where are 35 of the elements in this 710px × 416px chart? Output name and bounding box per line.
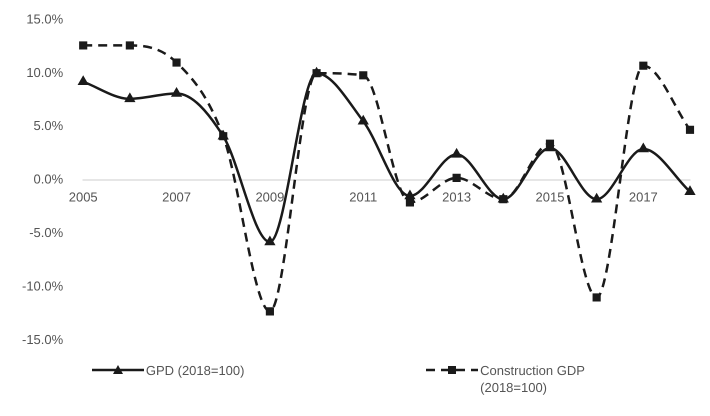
y-tick-label: 10.0%	[26, 64, 64, 80]
y-tick-label: -10.0%	[22, 278, 64, 294]
x-tick-label: 2013	[442, 189, 472, 204]
x-tick-label: 2009	[255, 189, 284, 204]
point	[126, 41, 134, 50]
point	[266, 307, 274, 316]
point	[592, 293, 601, 302]
point	[452, 174, 461, 182]
point	[639, 62, 648, 70]
legend-label: Construction GDP (2018=100)	[480, 362, 586, 396]
point	[79, 41, 88, 50]
x-tick-label: 2005	[68, 189, 98, 204]
point	[172, 58, 181, 67]
legend-label: GPD (2018=100)	[146, 362, 244, 379]
point	[685, 186, 695, 195]
y-tick-label: -5.0%	[29, 224, 64, 240]
x-tick-label: 2007	[162, 189, 192, 204]
y-tick-label: -15.0%	[22, 332, 64, 347]
point	[405, 190, 415, 200]
point	[592, 194, 602, 202]
x-tick-label: 2015	[536, 189, 564, 204]
point	[686, 126, 694, 134]
point	[638, 144, 648, 152]
point	[265, 236, 275, 246]
x-tick-label: 2011	[349, 189, 378, 204]
point	[125, 94, 135, 102]
point	[172, 88, 182, 97]
point	[406, 198, 414, 207]
point	[452, 149, 462, 158]
y-tick-label: 15.0%	[26, 11, 64, 26]
y-tick-label: 5.0%	[34, 118, 64, 134]
point	[359, 71, 368, 80]
point	[78, 76, 88, 85]
x-tick-label: 2017	[628, 189, 658, 204]
y-tick-label: 0.0%	[34, 172, 64, 187]
